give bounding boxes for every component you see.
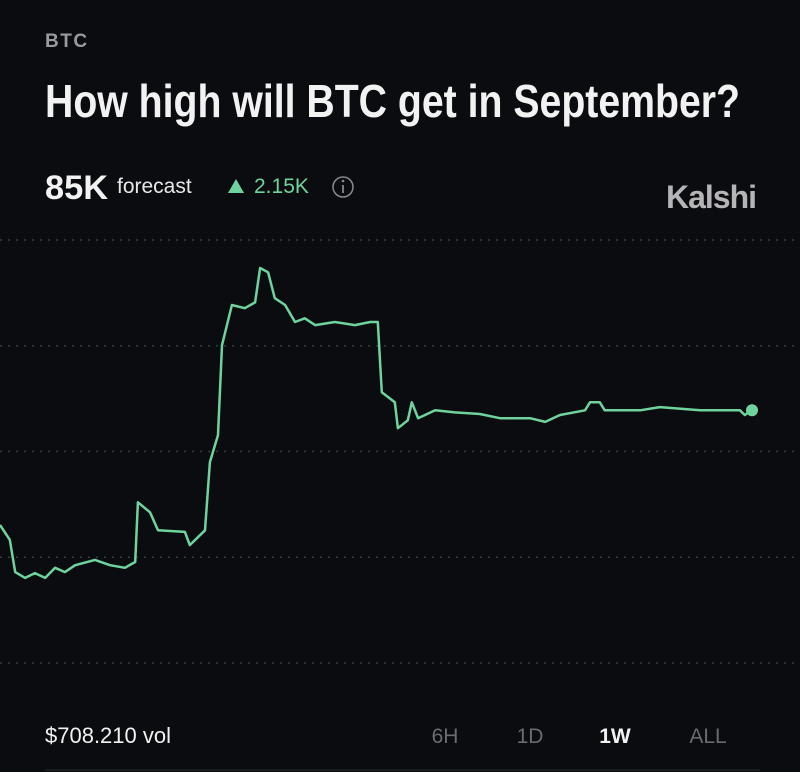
forecast-value: 85K bbox=[45, 169, 108, 207]
forecast-label: forecast bbox=[117, 175, 192, 198]
range-tab[interactable]: 1W bbox=[599, 725, 631, 748]
forecast-change: 2.15K bbox=[254, 175, 309, 198]
brand: Kalshi bbox=[666, 179, 756, 215]
range-tab[interactable]: 6H bbox=[432, 725, 459, 748]
plot bbox=[0, 239, 800, 664]
volume: $708.210 vol bbox=[45, 723, 171, 748]
up-arrow bbox=[228, 179, 244, 193]
ticker: BTC bbox=[45, 31, 89, 52]
info-icon[interactable] bbox=[332, 176, 354, 198]
range-tab[interactable]: 1D bbox=[517, 725, 544, 748]
range-tab[interactable]: ALL bbox=[689, 725, 726, 748]
price-line bbox=[0, 266, 753, 580]
title: How high will BTC get in September? bbox=[45, 75, 740, 127]
range-tabs: 6H 1D 1W ALL bbox=[432, 725, 727, 748]
end-point bbox=[746, 404, 758, 417]
